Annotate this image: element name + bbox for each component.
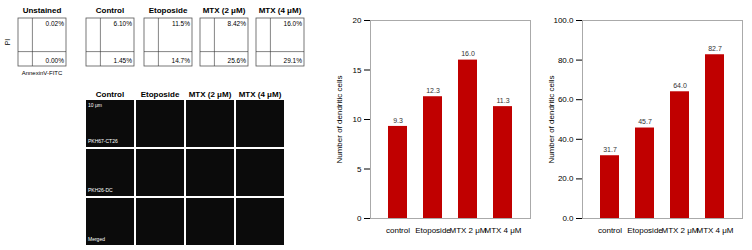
svg-text:MTX (2 μM): MTX (2 μM) <box>189 90 232 99</box>
svg-text:15: 15 <box>353 66 362 75</box>
svg-text:Control: Control <box>96 6 124 15</box>
svg-text:5: 5 <box>357 165 362 174</box>
svg-text:6.10%: 6.10% <box>114 20 133 27</box>
svg-text:Etoposide: Etoposide <box>415 226 451 235</box>
svg-text:80.0: 80.0 <box>558 56 574 65</box>
svg-text:Control: Control <box>96 90 124 99</box>
svg-text:10: 10 <box>353 115 362 124</box>
svg-text:MTX 2 μM: MTX 2 μM <box>449 226 486 235</box>
svg-text:MTX 4 μM: MTX 4 μM <box>696 226 733 235</box>
svg-text:20: 20 <box>353 16 362 25</box>
svg-text:Number of dendritic cells: Number of dendritic cells <box>335 75 344 163</box>
svg-text:AnnexinV-FITC: AnnexinV-FITC <box>22 70 63 76</box>
svg-text:29.1%: 29.1% <box>284 57 303 64</box>
svg-text:31.7: 31.7 <box>603 146 617 153</box>
svg-text:40.0: 40.0 <box>558 135 574 144</box>
svg-text:9.3: 9.3 <box>393 117 403 124</box>
svg-text:12.3: 12.3 <box>426 87 440 94</box>
svg-text:PKH67-CT26: PKH67-CT26 <box>88 138 118 144</box>
svg-text:control: control <box>598 226 622 235</box>
svg-text:MTX (2 μM): MTX (2 μM) <box>203 6 246 15</box>
svg-text:control: control <box>386 226 410 235</box>
svg-text:PI: PI <box>4 39 11 46</box>
svg-text:Merged: Merged <box>88 236 105 242</box>
svg-text:14.7%: 14.7% <box>172 57 191 64</box>
svg-text:11.5%: 11.5% <box>172 20 190 27</box>
svg-text:Etoposide: Etoposide <box>149 6 188 15</box>
svg-text:16.0%: 16.0% <box>284 20 303 27</box>
svg-text:100.0: 100.0 <box>553 16 574 25</box>
svg-text:MTX (4 μM): MTX (4 μM) <box>239 90 282 99</box>
svg-text:16.0: 16.0 <box>461 50 475 57</box>
svg-text:11.3: 11.3 <box>496 97 509 104</box>
svg-text:25.6%: 25.6% <box>228 57 247 64</box>
svg-text:Etoposide: Etoposide <box>627 226 663 235</box>
svg-text:Number of dendritic cells: Number of dendritic cells <box>547 75 556 163</box>
svg-text:82.7: 82.7 <box>708 45 722 52</box>
svg-text:8.42%: 8.42% <box>228 20 247 27</box>
svg-text:Etoposide: Etoposide <box>141 90 180 99</box>
svg-text:MTX 2 μM: MTX 2 μM <box>661 226 698 235</box>
svg-text:64.0: 64.0 <box>673 82 687 89</box>
svg-text:20.0: 20.0 <box>558 174 574 183</box>
svg-text:10 μm: 10 μm <box>88 102 102 108</box>
svg-text:MTX (4 μM): MTX (4 μM) <box>259 6 302 15</box>
svg-text:60.0: 60.0 <box>558 95 574 104</box>
svg-text:0.02%: 0.02% <box>46 20 65 27</box>
svg-text:1.45%: 1.45% <box>114 57 133 64</box>
svg-text:MTX 4 μM: MTX 4 μM <box>484 226 521 235</box>
svg-text:PKH26-DC: PKH26-DC <box>88 187 113 193</box>
svg-text:45.7: 45.7 <box>638 118 652 125</box>
svg-text:0.0: 0.0 <box>562 214 574 223</box>
svg-text:Unstained: Unstained <box>23 6 62 15</box>
svg-text:0.00%: 0.00% <box>46 57 65 64</box>
svg-text:0: 0 <box>357 214 362 223</box>
